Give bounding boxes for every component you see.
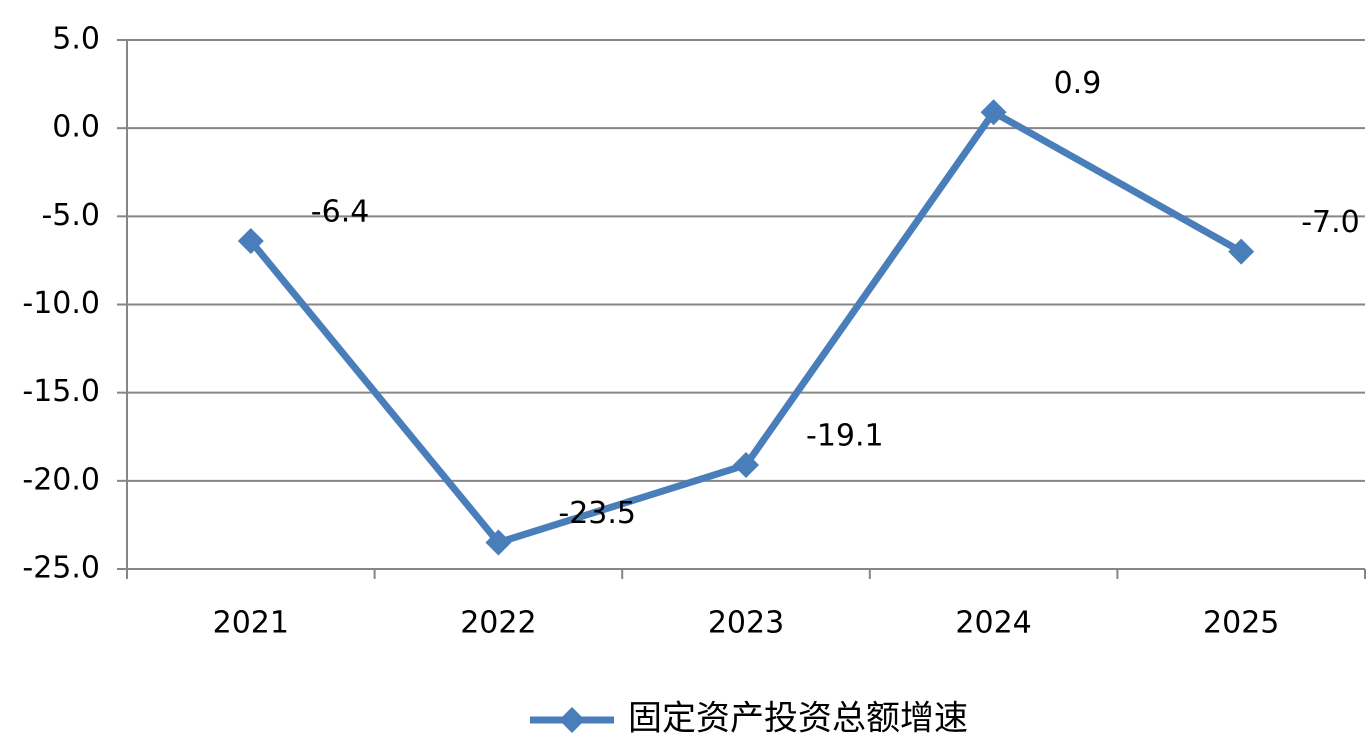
y-tick-label: -25.0 — [22, 551, 100, 586]
marker — [485, 529, 512, 556]
x-tick-label: 2025 — [1203, 606, 1279, 641]
marker — [237, 228, 264, 255]
y-tick-label: -20.0 — [22, 462, 100, 497]
y-tick-label: 5.0 — [52, 22, 100, 57]
data-label: -19.1 — [806, 418, 884, 453]
data-label: -7.0 — [1301, 205, 1360, 240]
x-tick-label: 2024 — [955, 606, 1031, 641]
legend-label: 固定资产投资总额增速 — [628, 699, 968, 739]
data-label: -6.4 — [311, 195, 370, 230]
series-line — [248, 108, 1243, 547]
marker — [980, 99, 1007, 126]
data-label: -23.5 — [558, 496, 636, 531]
marker — [1228, 238, 1255, 265]
y-tick-label: -10.0 — [22, 286, 100, 321]
y-tick-label: 0.0 — [52, 110, 100, 145]
marker — [733, 451, 759, 478]
y-tick-label: -15.0 — [22, 374, 100, 409]
x-tick-label: 2023 — [708, 606, 784, 641]
x-tick-label: 2021 — [213, 606, 289, 641]
x-tick-label: 2022 — [460, 606, 536, 641]
legend-marker — [559, 707, 585, 733]
y-tick-label: -5.0 — [41, 198, 100, 233]
data-label: 0.9 — [1054, 66, 1102, 101]
